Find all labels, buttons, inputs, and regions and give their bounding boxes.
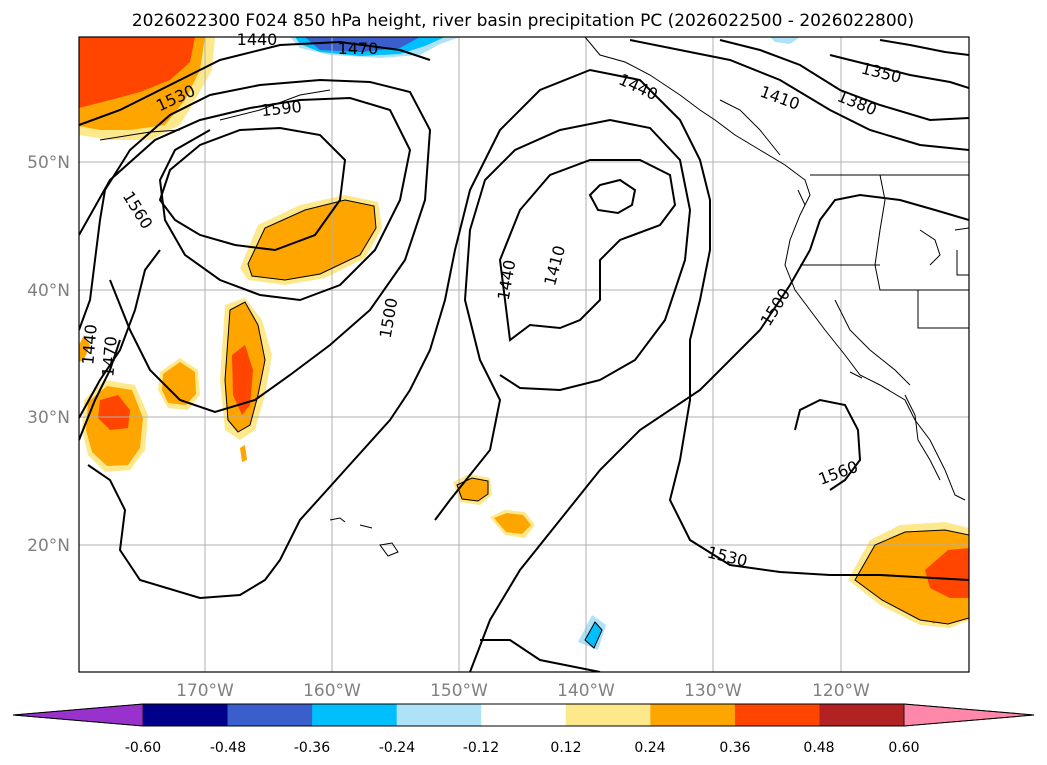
- colorbar-outline: [12, 703, 1035, 727]
- height-contours: [79, 39, 969, 672]
- colorbar-segment: [650, 704, 736, 726]
- colorbar-tick-label: -0.48: [210, 740, 246, 756]
- contour-label: 1440: [78, 323, 100, 365]
- colorbar-tick-labels: -0.60 -0.48 -0.36 -0.24 -0.12 0.12 0.24 …: [125, 740, 920, 756]
- contour-label: 1470: [338, 39, 379, 58]
- colorbar-tick-label: 0.48: [803, 740, 834, 756]
- colorbar-extend-high: [903, 703, 1035, 727]
- lon-label: 140°W: [557, 681, 615, 701]
- lat-label: 50°N: [27, 153, 70, 173]
- colorbar-segment: [143, 704, 229, 726]
- colorbar-tick-label: -0.24: [379, 740, 415, 756]
- map-frame: [78, 36, 970, 673]
- colorbar-segment: [396, 704, 482, 726]
- lon-label: 170°W: [176, 681, 234, 701]
- colorbar-tick-label: -0.60: [125, 740, 161, 756]
- lat-label: 20°N: [27, 536, 70, 556]
- colorbar-tick-label: 0.36: [719, 740, 750, 756]
- colorbar-segment: [565, 704, 651, 726]
- colorbar-segment: [481, 704, 567, 726]
- colorbar-segment: [227, 704, 313, 726]
- gridlines: [79, 37, 969, 672]
- contour-label: 1590: [260, 97, 302, 120]
- colorbar-segment: [819, 704, 905, 726]
- shading-outlines: [224, 199, 969, 649]
- colorbar: -0.60 -0.48 -0.36 -0.24 -0.12 0.12 0.24 …: [12, 703, 1035, 756]
- colorbar-tick-label: 0.24: [634, 740, 665, 756]
- colorbar-tick-label: 0.60: [888, 740, 919, 756]
- colorbar-segments: [12, 703, 1035, 727]
- map-title: 2026022300 F024 850 hPa height, river ba…: [132, 11, 914, 31]
- colorbar-segment: [312, 704, 398, 726]
- longitude-labels: 170°W 160°W 150°W 140°W 130°W 120°W: [176, 681, 870, 701]
- colorbar-tick-label: -0.36: [294, 740, 330, 756]
- colorbar-tick-label: -0.12: [463, 740, 499, 756]
- lon-label: 130°W: [684, 681, 742, 701]
- lon-label: 120°W: [812, 681, 870, 701]
- colorbar-tick-label: 0.12: [550, 740, 581, 756]
- lon-label: 150°W: [430, 681, 488, 701]
- map-panel: [79, 37, 969, 672]
- latitude-labels: 50°N 40°N 30°N 20°N: [27, 153, 70, 556]
- lat-label: 40°N: [27, 281, 70, 301]
- lon-label: 160°W: [303, 681, 361, 701]
- contour-label: 1470: [98, 335, 120, 377]
- contour-label: 1440: [237, 30, 278, 49]
- colorbar-segment: [734, 704, 820, 726]
- colorbar-extend-low: [12, 703, 144, 727]
- coastlines: [99, 37, 969, 557]
- lat-label: 30°N: [27, 408, 70, 428]
